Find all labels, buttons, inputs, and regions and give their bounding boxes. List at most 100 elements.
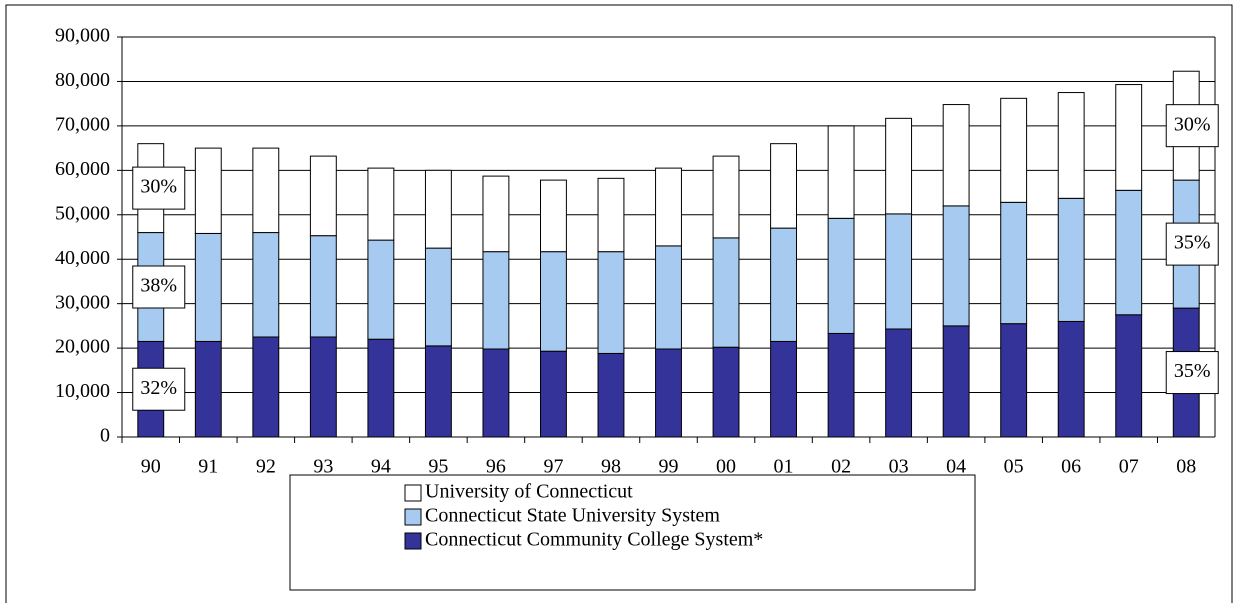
annotation-box [132, 265, 186, 309]
bar-segment [942, 205, 970, 327]
bar-segment [367, 239, 395, 340]
bar-segment [1000, 97, 1028, 203]
legend-swatch [404, 484, 422, 502]
legend-label: Connecticut Community College System* [425, 529, 763, 551]
legend-swatch [404, 532, 422, 550]
bar-segment [942, 325, 970, 438]
x-tick-label: 97 [543, 456, 563, 478]
x-tick-label: 99 [659, 456, 679, 478]
annotation-box [1165, 222, 1219, 266]
annotation-box [1165, 104, 1219, 148]
bar-segment [1000, 201, 1028, 325]
bar-segment [309, 235, 337, 338]
x-tick-label: 93 [313, 456, 333, 478]
bar-segment [252, 147, 280, 234]
bar-segment [1115, 314, 1143, 438]
bar-segment [885, 117, 913, 215]
bar-segment [655, 245, 682, 350]
x-tick-label: 03 [889, 456, 909, 478]
x-tick-label: 00 [716, 456, 736, 478]
bar-segment [770, 340, 797, 438]
x-tick-label: 02 [831, 456, 851, 478]
bar-segment [309, 336, 337, 438]
bar-segment [770, 143, 797, 229]
y-tick-label: 90,000 [55, 25, 110, 47]
bar-segment [194, 340, 222, 438]
bar-segment [252, 232, 280, 338]
bar-segment [655, 348, 682, 438]
bar-segment [655, 167, 682, 247]
x-tick-label: 05 [1004, 456, 1024, 478]
x-tick-label: 98 [601, 456, 621, 478]
x-tick-label: 07 [1119, 456, 1139, 478]
bar-segment [1057, 197, 1085, 322]
annotation: 30% [1174, 113, 1211, 135]
bar-segment [367, 167, 395, 241]
legend-label: Connecticut State University System [425, 505, 720, 527]
bar-segment [827, 125, 855, 219]
bar-segment [424, 345, 452, 438]
x-tick-label: 01 [774, 456, 794, 478]
bar-segment [827, 217, 855, 334]
x-tick-label: 08 [1176, 456, 1196, 478]
y-tick-label: 70,000 [55, 113, 110, 135]
y-tick-label: 10,000 [55, 380, 110, 402]
bar-segment [194, 147, 222, 234]
bar-segment [194, 232, 222, 342]
bar-segment [540, 179, 567, 253]
bar-segment [885, 328, 913, 438]
x-tick-label: 92 [256, 456, 276, 478]
bar-segment [1057, 92, 1085, 199]
bar-segment [1057, 320, 1085, 438]
bar-segment [597, 352, 625, 438]
annotation: 32% [140, 377, 177, 399]
chart-frame [5, 4, 1233, 603]
y-tick-label: 40,000 [55, 247, 110, 269]
bar-segment [712, 346, 740, 438]
bar-segment [540, 350, 567, 438]
annotation: 35% [1174, 360, 1211, 382]
bar-segment [424, 247, 452, 347]
bar-segment [827, 332, 855, 438]
x-tick-label: 04 [946, 456, 966, 478]
y-tick-label: 80,000 [55, 69, 110, 91]
bar-segment [885, 213, 913, 330]
bar-segment [367, 338, 395, 438]
x-tick-label: 90 [141, 456, 161, 478]
y-tick-label: 50,000 [55, 202, 110, 224]
x-tick-label: 95 [428, 456, 448, 478]
bar-segment [482, 175, 510, 253]
bar-segment [1115, 84, 1143, 191]
legend-swatch [404, 508, 422, 526]
legend-box [289, 474, 976, 591]
bar-segment [252, 336, 280, 438]
bar-segment [482, 348, 510, 438]
annotation: 35% [1174, 232, 1211, 254]
bar-segment [540, 251, 567, 352]
bar-segment [424, 169, 452, 249]
annotation: 30% [140, 176, 177, 198]
annotation-box [132, 166, 186, 210]
y-tick-label: 30,000 [55, 291, 110, 313]
bar-segment [770, 227, 797, 342]
bar-segment [1000, 323, 1028, 438]
bar-segment [309, 155, 337, 237]
y-tick-label: 20,000 [55, 336, 110, 358]
y-tick-label: 60,000 [55, 158, 110, 180]
bar-segment [942, 104, 970, 207]
bar-segment [712, 155, 740, 239]
bar-segment [1115, 189, 1143, 316]
x-tick-label: 06 [1061, 456, 1081, 478]
bar-segment [597, 177, 625, 253]
x-tick-label: 91 [198, 456, 218, 478]
bar-segment [712, 237, 740, 348]
bar-segment [597, 251, 625, 354]
annotation-box [1165, 351, 1219, 395]
x-tick-label: 94 [371, 456, 391, 478]
legend-label: University of Connecticut [425, 481, 633, 503]
annotation: 38% [140, 275, 177, 297]
bar-segment [482, 251, 510, 350]
y-tick-label: 0 [100, 425, 110, 447]
annotation-box [132, 367, 186, 411]
